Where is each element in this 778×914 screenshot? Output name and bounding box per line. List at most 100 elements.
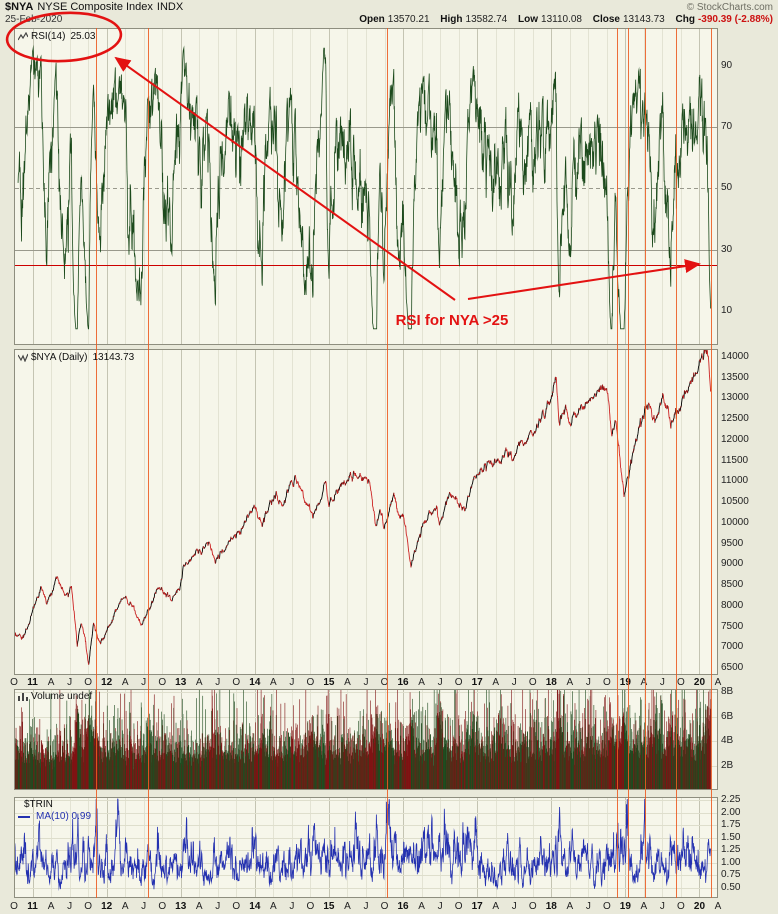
rsi-y-tick-label: 50 — [721, 182, 733, 194]
x-tick-label: J — [659, 901, 665, 912]
price-y-tick-label: 13500 — [721, 371, 749, 383]
x-tick-label: J — [67, 677, 73, 688]
x-tick-label: A — [344, 901, 351, 912]
x-tick-label: J — [67, 901, 73, 912]
x-tick-label: J — [141, 677, 147, 688]
quote-high-label: High — [440, 14, 463, 25]
x-tick-label: A — [714, 901, 722, 912]
x-tick-label: 15 — [323, 677, 335, 688]
x-tick-label: O — [10, 901, 18, 912]
quote-close-value: 13143.73 — [623, 14, 665, 25]
x-tick-label: 17 — [471, 677, 483, 688]
trin-y-tick-label: 1.00 — [721, 856, 741, 868]
price-y-tick-label: 7500 — [721, 620, 744, 632]
price-y-tick-label: 9000 — [721, 558, 744, 570]
price-y-tick-label: 8500 — [721, 579, 744, 591]
trin-label: $TRIN — [24, 799, 53, 810]
event-line — [387, 28, 388, 898]
x-tick-label: J — [511, 677, 517, 688]
price-y-tick-label: 7000 — [721, 641, 744, 653]
x-axis-strip: O 11 A J O 12 A J O 13 A J O 14 A J O 15 A J O 16 A J O 17 A J O 18 A J… — [0, 900, 778, 913]
quote-date: 25-Feb-2020 — [5, 14, 63, 25]
x-tick-label: J — [659, 677, 665, 688]
ma-line-icon — [18, 815, 30, 818]
x-tick-label: O — [454, 901, 463, 912]
price-y-tick-label: 12500 — [721, 413, 749, 425]
event-line — [645, 28, 646, 898]
quote-high-value: 13582.74 — [465, 14, 508, 25]
rsi-label: RSI(14) 25.03 — [18, 31, 95, 42]
x-tick-label: A — [121, 677, 129, 688]
x-tick-label: J — [511, 901, 517, 912]
stockcharts-credit: © StockCharts.com — [686, 2, 773, 13]
price-y-tick-label: 6500 — [721, 661, 744, 673]
price-label: $NYA (Daily) 13143.73 — [18, 352, 134, 363]
x-tick-label: O — [454, 677, 463, 688]
quote-low-value: 13110.08 — [541, 14, 582, 25]
x-tick-label: 12 — [101, 901, 113, 912]
trin-ma-label-text: MA(10) 0.99 — [36, 811, 92, 822]
trin-y-tick-label: 1.25 — [721, 844, 741, 855]
event-line — [617, 28, 618, 898]
x-tick-label: 14 — [249, 677, 261, 688]
price-y-tick-label: 10000 — [721, 516, 749, 528]
x-tick-label: O — [306, 901, 315, 912]
quote-chg-label: Chg — [675, 14, 695, 25]
x-tick-label: 19 — [619, 901, 631, 912]
x-tick-label: 19 — [619, 677, 631, 688]
x-tick-label: 14 — [249, 901, 261, 912]
price-y-tick-label: 8000 — [721, 599, 744, 611]
event-line — [628, 28, 629, 898]
volume-label-text: Volume undef — [31, 691, 93, 702]
price-y-tick-label: 10500 — [721, 496, 749, 508]
x-tick-label: A — [344, 677, 351, 688]
trin-label-text: $TRIN — [24, 799, 53, 810]
x-tick-label: 13 — [175, 901, 187, 912]
x-tick-label: 18 — [545, 677, 557, 688]
x-tick-label: J — [215, 677, 221, 688]
rsi-y-tick-label: 30 — [721, 243, 733, 255]
rsi-y-tick-label: 90 — [721, 60, 733, 72]
x-tick-label: 20 — [693, 677, 706, 688]
x-tick-label: J — [585, 677, 591, 688]
quote-open-label: Open — [359, 14, 385, 25]
x-tick-label: O — [602, 901, 611, 912]
x-tick-label: J — [289, 901, 295, 912]
trin-y-tick-label: 0.75 — [721, 869, 741, 880]
x-tick-label: A — [492, 901, 500, 912]
x-tick-label: O — [677, 901, 685, 912]
x-tick-label: J — [215, 901, 221, 912]
price-y-tick-label: 11000 — [721, 475, 749, 487]
x-tick-label: J — [289, 677, 295, 688]
volume-y-tick-label: 8B — [721, 686, 734, 697]
x-tick-label: O — [677, 677, 685, 688]
trin-y-tick-label: 1.50 — [721, 831, 741, 843]
index-name: NYSE Composite Index — [37, 1, 153, 13]
x-tick-label: A — [492, 677, 500, 688]
x-tick-label: O — [232, 901, 241, 912]
x-tick-label: 20 — [693, 901, 706, 912]
symbol: $NYA — [5, 1, 34, 13]
quote-bar: 25-Feb-2020 Open 13570.21 High 13582.74 Lo… — [5, 14, 773, 25]
chart-header: $NYA NYSE Composite Index INDX © StockChar… — [5, 1, 773, 13]
price-y-tick-label: 11500 — [721, 454, 749, 466]
x-tick-label: O — [528, 677, 537, 688]
price-y-tick-label: 13000 — [721, 392, 749, 404]
trin-y-tick-label: 0.50 — [721, 881, 741, 893]
title: $NYA NYSE Composite Index INDX — [5, 1, 183, 13]
rsi-label-value: 25.03 — [70, 31, 96, 42]
price-icon — [18, 353, 28, 362]
x-tick-label: 18 — [545, 901, 557, 912]
x-tick-label: A — [418, 901, 425, 912]
trin-y-tick-label: 2.00 — [721, 806, 741, 818]
x-tick-label: 17 — [471, 901, 483, 912]
volume-canvas — [14, 689, 718, 790]
x-tick-label: O — [10, 677, 18, 688]
x-tick-label: A — [195, 901, 203, 912]
x-tick-label: 11 — [27, 901, 38, 912]
trin-y-tick-label: 1.75 — [721, 819, 741, 830]
event-line — [148, 28, 149, 898]
rsi-icon — [18, 32, 28, 41]
x-tick-label: A — [270, 901, 277, 912]
